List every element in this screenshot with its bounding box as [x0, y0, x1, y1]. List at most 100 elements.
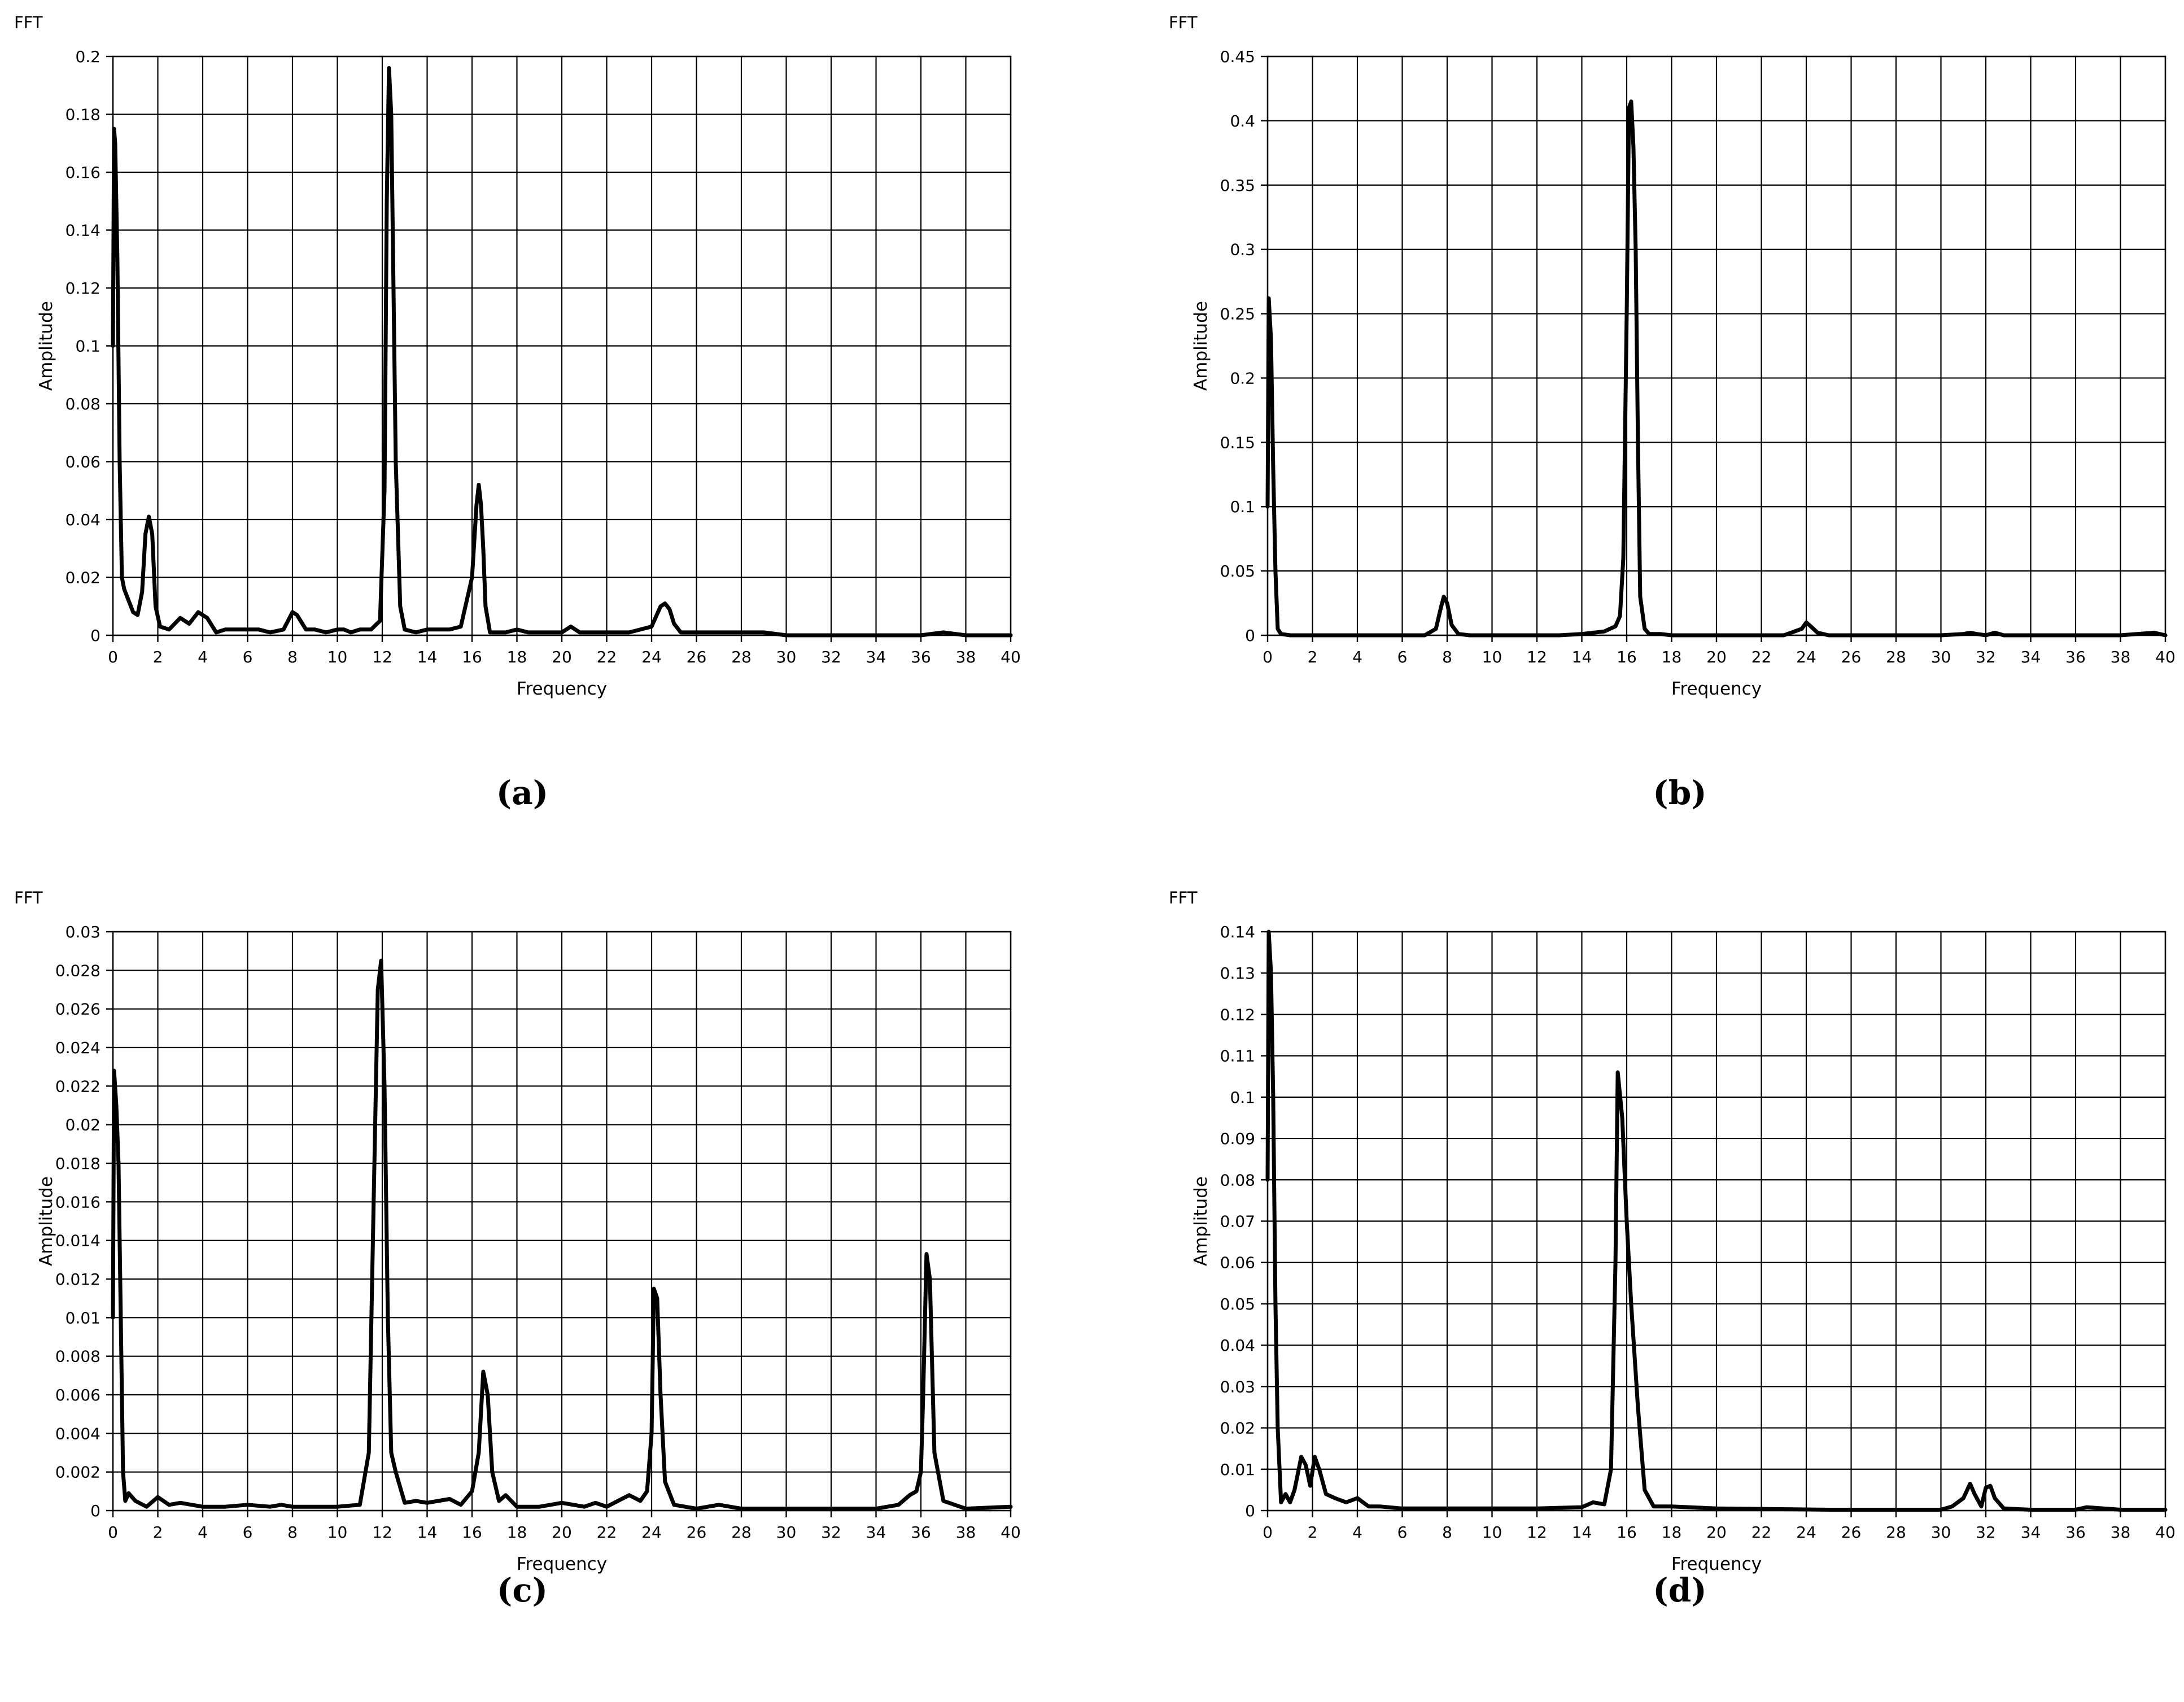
x-tick-label-d: 36 [2065, 1523, 2086, 1542]
x-tick-label-d: 10 [1482, 1523, 1502, 1542]
y-tick-label-c: 0 [90, 1502, 101, 1520]
y-tick-label-c: 0.018 [55, 1154, 101, 1173]
y-tick-label-c: 0.028 [55, 961, 101, 980]
y-tick-label-b: 0.05 [1220, 562, 1255, 581]
x-tick-label-b: 34 [2021, 648, 2041, 666]
x-tick-label-b: 32 [1976, 648, 1996, 666]
panel-caption-b: (b) [1653, 774, 1707, 812]
plot-title-b: FFT [1169, 13, 1198, 32]
y-tick-label-a: 0.2 [75, 47, 101, 66]
x-tick-label-a: 28 [731, 648, 752, 666]
x-tick-label-a: 30 [776, 648, 797, 666]
x-tick-label-c: 16 [462, 1523, 482, 1542]
x-tick-label-b: 36 [2065, 648, 2086, 666]
y-tick-label-c: 0.008 [55, 1347, 101, 1366]
x-tick-label-b: 24 [1796, 648, 1816, 666]
x-tick-label-b: 18 [1662, 648, 1682, 666]
x-tick-label-d: 24 [1796, 1523, 1816, 1542]
x-tick-label-b: 6 [1397, 648, 1408, 666]
y-tick-label-b: 0.3 [1230, 241, 1255, 259]
y-tick-label-c: 0.01 [65, 1308, 101, 1327]
x-tick-label-c: 14 [417, 1523, 438, 1542]
x-axis-label-c: Frequency [517, 1554, 607, 1574]
x-tick-label-a: 32 [821, 648, 841, 666]
y-tick-label-a: 0.06 [65, 453, 101, 472]
y-axis-label-b: Amplitude [1191, 301, 1211, 391]
x-tick-label-d: 16 [1617, 1523, 1637, 1542]
y-tick-label-b: 0.1 [1230, 497, 1255, 516]
y-tick-label-d: 0.1 [1230, 1088, 1255, 1107]
x-axis-label-b: Frequency [1671, 679, 1762, 699]
x-tick-label-a: 36 [911, 648, 931, 666]
x-tick-label-c: 18 [507, 1523, 527, 1542]
y-tick-label-b: 0.45 [1220, 47, 1255, 66]
x-tick-label-a: 14 [417, 648, 438, 666]
plot-title-d: FFT [1169, 888, 1198, 907]
x-tick-label-c: 28 [731, 1523, 752, 1542]
x-tick-label-c: 36 [911, 1523, 931, 1542]
y-tick-label-c: 0.014 [55, 1232, 101, 1250]
y-tick-label-d: 0 [1245, 1502, 1255, 1520]
y-tick-label-b: 0 [1245, 626, 1255, 645]
x-tick-label-a: 18 [507, 648, 527, 666]
y-tick-label-a: 0.04 [65, 510, 101, 529]
y-tick-label-b: 0.2 [1230, 369, 1255, 387]
x-tick-label-a: 16 [462, 648, 482, 666]
x-tick-label-b: 28 [1886, 648, 1906, 666]
x-tick-label-b: 4 [1352, 648, 1362, 666]
x-tick-label-d: 26 [1841, 1523, 1862, 1542]
x-tick-label-a: 26 [687, 648, 707, 666]
y-axis-label-d: Amplitude [1191, 1176, 1211, 1266]
y-tick-label-a: 0 [90, 626, 101, 645]
y-axis-label-a: Amplitude [36, 301, 56, 391]
plot-title-c: FFT [14, 888, 43, 907]
fft-series-line-d [1265, 929, 2168, 1512]
y-tick-label-b: 0.4 [1230, 112, 1255, 130]
x-tick-label-a: 12 [372, 648, 392, 666]
x-tick-label-a: 34 [866, 648, 886, 666]
x-tick-label-c: 10 [327, 1523, 348, 1542]
y-tick-label-d: 0.09 [1220, 1129, 1255, 1148]
panel-caption-c: (c) [496, 1571, 548, 1609]
x-tick-label-d: 8 [1442, 1523, 1452, 1542]
x-tick-label-a: 6 [243, 648, 253, 666]
x-tick-label-b: 12 [1527, 648, 1547, 666]
x-tick-label-c: 12 [372, 1523, 392, 1542]
y-tick-label-a: 0.14 [65, 221, 101, 240]
x-tick-label-c: 26 [687, 1523, 707, 1542]
x-tick-label-c: 6 [243, 1523, 253, 1542]
x-tick-label-d: 34 [2021, 1523, 2041, 1542]
y-tick-label-b: 0.15 [1220, 433, 1255, 452]
x-tick-label-d: 28 [1886, 1523, 1906, 1542]
x-tick-label-b: 26 [1841, 648, 1862, 666]
y-tick-label-a: 0.1 [75, 337, 101, 356]
y-tick-label-c: 0.004 [55, 1424, 101, 1443]
y-tick-label-d: 0.05 [1220, 1295, 1255, 1313]
y-tick-label-d: 0.04 [1220, 1336, 1255, 1355]
y-tick-label-d: 0.14 [1220, 923, 1255, 941]
y-tick-label-c: 0.024 [55, 1038, 101, 1057]
x-tick-label-c: 38 [956, 1523, 976, 1542]
panel-caption-a: (a) [496, 774, 549, 812]
y-tick-label-c: 0.002 [55, 1463, 101, 1482]
x-tick-label-c: 0 [108, 1523, 118, 1542]
x-tick-label-a: 38 [956, 648, 976, 666]
y-axis-label-c: Amplitude [36, 1176, 56, 1266]
x-tick-label-c: 2 [153, 1523, 163, 1542]
y-tick-label-d: 0.08 [1220, 1171, 1255, 1189]
x-tick-label-b: 10 [1482, 648, 1502, 666]
x-tick-label-d: 38 [2111, 1523, 2131, 1542]
x-tick-label-b: 8 [1442, 648, 1452, 666]
fft-series-line-b [1265, 99, 2168, 638]
y-tick-label-c: 0.016 [55, 1193, 101, 1211]
x-tick-label-c: 30 [776, 1523, 797, 1542]
x-tick-label-b: 40 [2155, 648, 2176, 666]
y-tick-label-a: 0.02 [65, 569, 101, 587]
x-tick-label-a: 24 [641, 648, 662, 666]
x-tick-label-b: 0 [1263, 648, 1273, 666]
x-tick-label-a: 22 [597, 648, 617, 666]
x-tick-label-d: 32 [1976, 1523, 1996, 1542]
